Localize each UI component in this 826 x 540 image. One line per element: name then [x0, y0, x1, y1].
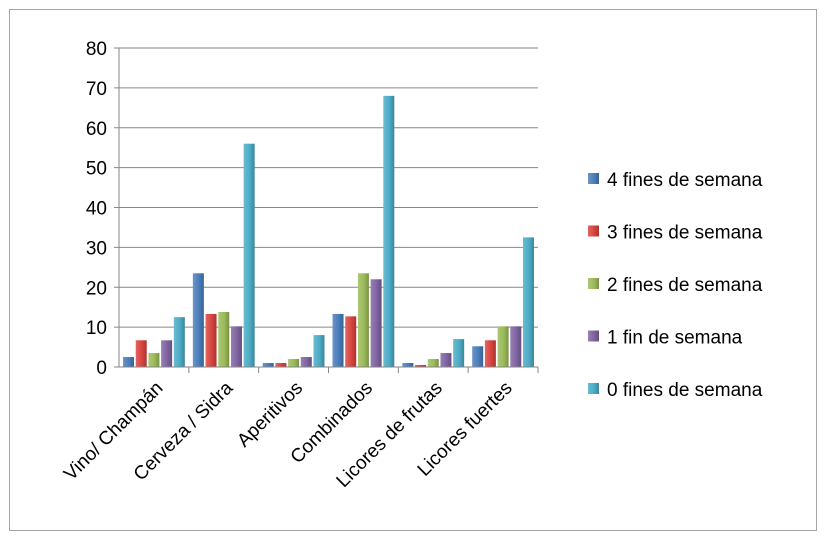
bar — [205, 313, 217, 367]
legend-swatch — [588, 173, 599, 184]
bar — [510, 326, 522, 367]
bar — [453, 339, 465, 367]
legend-swatch — [588, 225, 599, 237]
bar — [402, 363, 414, 367]
bar — [472, 346, 484, 367]
legend-label: 4 fines de semana — [607, 170, 763, 191]
bar — [313, 335, 325, 367]
bar — [288, 359, 300, 367]
legend-label: 1 fin de semana — [607, 328, 743, 349]
y-tick-label: 20 — [86, 278, 107, 299]
legend-label: 3 fines de semana — [607, 223, 763, 244]
bar — [383, 95, 395, 367]
y-tick-label: 50 — [86, 159, 107, 180]
bar — [415, 365, 427, 367]
y-tick-label: 10 — [86, 318, 107, 339]
bar — [522, 237, 534, 367]
bar — [135, 340, 147, 367]
bar — [123, 357, 135, 367]
bar — [243, 143, 255, 367]
bar — [345, 316, 357, 367]
bar — [192, 273, 204, 367]
legend-swatch — [588, 278, 599, 289]
bar — [218, 311, 230, 367]
bar — [262, 363, 274, 367]
bar — [148, 353, 160, 367]
bar — [161, 340, 173, 367]
bar — [300, 357, 312, 367]
y-tick-label: 30 — [86, 238, 107, 259]
bar — [332, 313, 344, 367]
bar — [275, 363, 287, 367]
bar — [230, 326, 242, 367]
y-tick-label: 80 — [86, 39, 107, 60]
x-category-label: Aperitivos — [233, 378, 307, 452]
legend-label: 0 fines de semana — [607, 380, 763, 401]
bar — [427, 359, 439, 367]
y-tick-label: 40 — [86, 199, 107, 220]
bar — [357, 273, 369, 367]
legend-swatch — [588, 330, 599, 342]
bar — [497, 326, 509, 367]
legend-label: 2 fines de semana — [607, 275, 763, 296]
y-tick-label: 60 — [86, 119, 107, 140]
y-tick-label: 0 — [96, 358, 107, 379]
chart-frame — [9, 9, 817, 531]
bar — [370, 279, 382, 367]
bar — [173, 317, 185, 367]
bar — [440, 353, 452, 367]
bar — [484, 340, 496, 367]
y-tick-label: 70 — [86, 79, 107, 100]
legend-swatch — [588, 383, 599, 394]
